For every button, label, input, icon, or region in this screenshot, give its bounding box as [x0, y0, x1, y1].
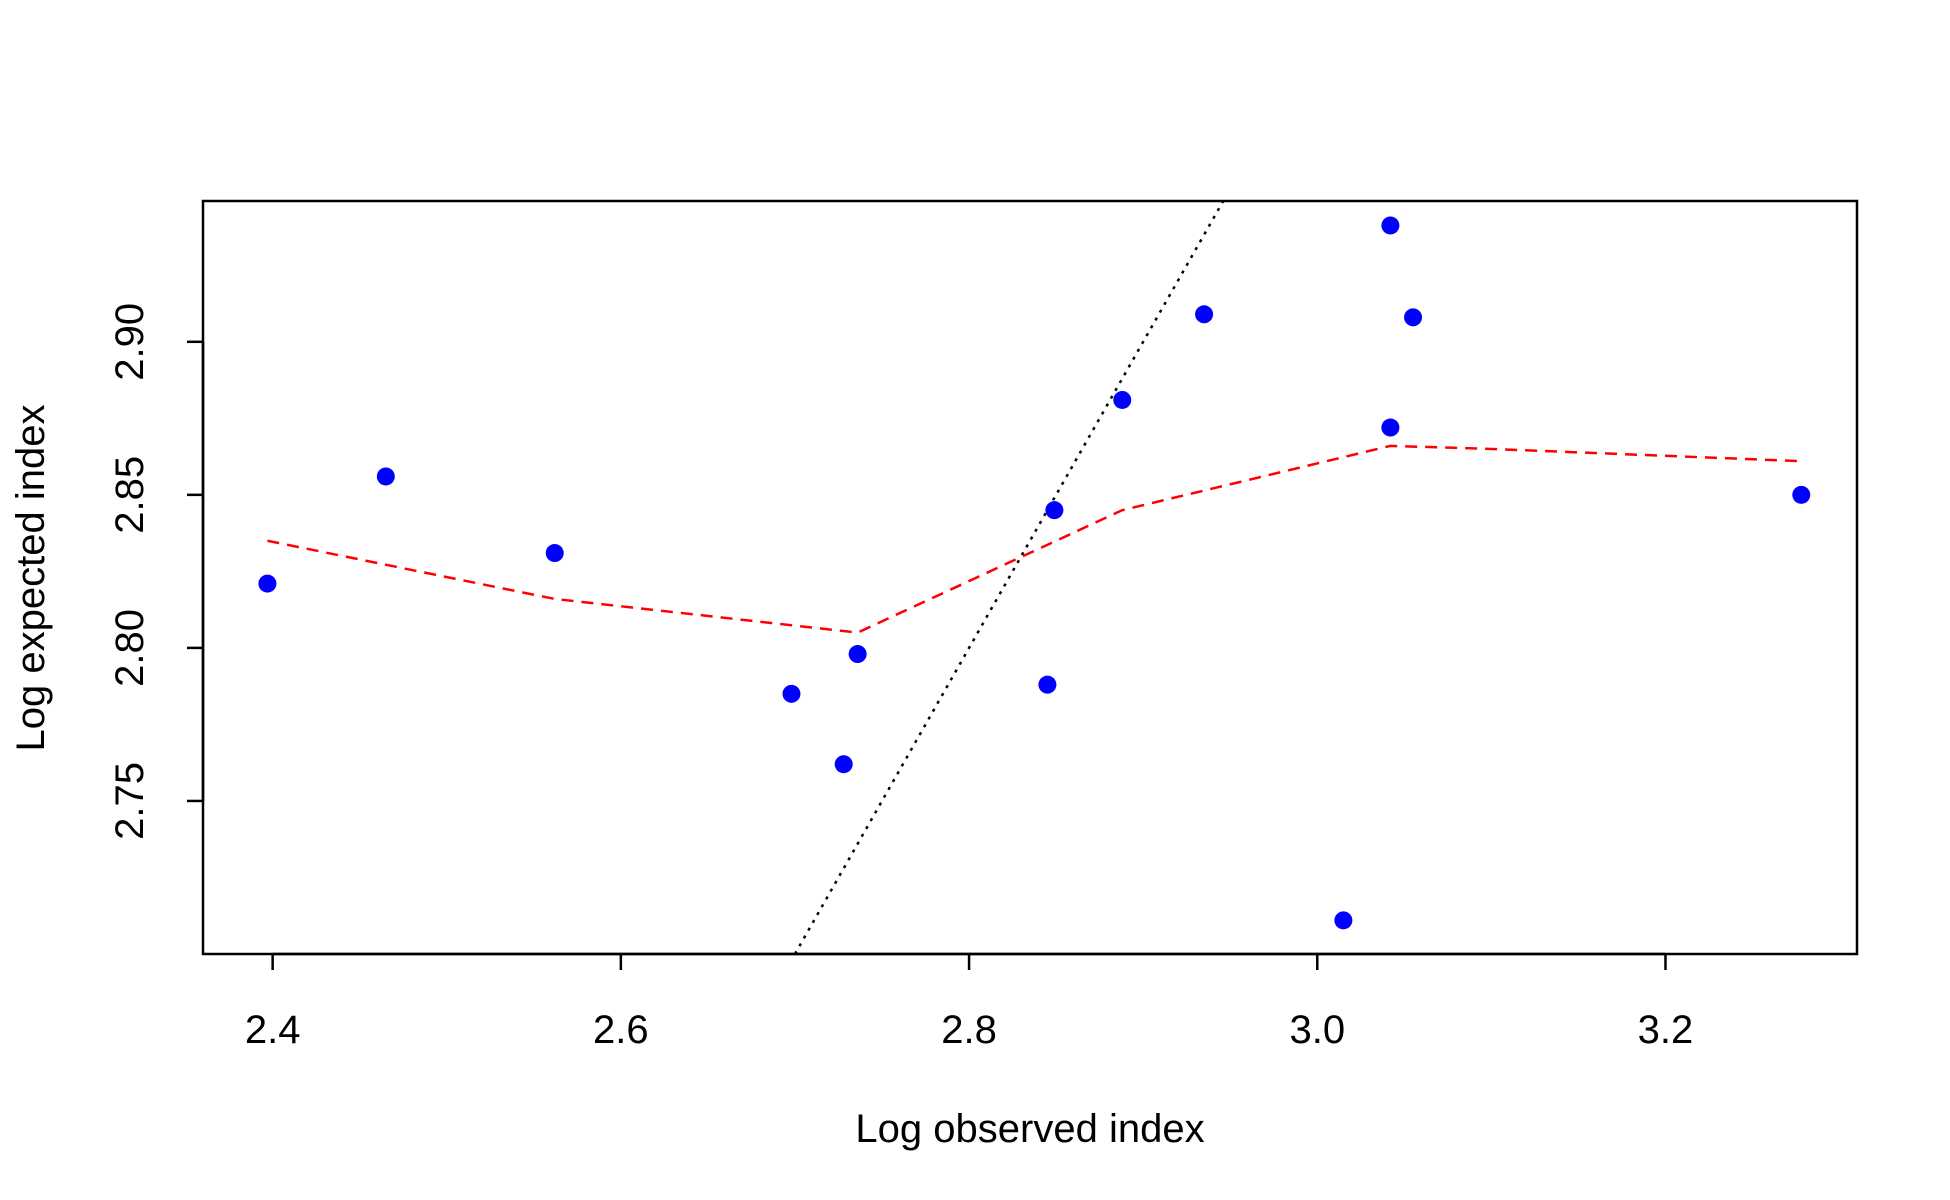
- y-axis: 2.75 2.80 2.85 2.90: [108, 303, 205, 840]
- data-point: [1404, 308, 1423, 327]
- data-point: [258, 574, 277, 593]
- data-point: [1381, 216, 1400, 235]
- data-point: [1195, 305, 1214, 324]
- data-point: [1045, 501, 1064, 520]
- lines-layer: [267, 201, 1802, 954]
- data-point: [1113, 390, 1132, 409]
- x-axis-label: Log observed index: [855, 1107, 1204, 1151]
- data-point: [782, 684, 801, 703]
- x-tick-label: 3.0: [1289, 1008, 1345, 1052]
- smooth-line: [267, 444, 1802, 634]
- data-point: [834, 755, 853, 774]
- y-tick-label: 2.80: [108, 609, 152, 687]
- data-point: [848, 645, 867, 664]
- y-axis-label: Log expected index: [9, 405, 53, 752]
- y-tick-label: 2.85: [108, 456, 152, 534]
- data-point: [376, 467, 395, 486]
- x-tick-label: 3.2: [1638, 1008, 1694, 1052]
- data-point: [545, 544, 564, 563]
- x-tick-label: 2.4: [245, 1008, 301, 1052]
- identity-line: [793, 201, 1225, 954]
- x-tick-label: 2.8: [941, 1008, 997, 1052]
- x-tick-label: 2.6: [593, 1008, 649, 1052]
- data-point: [1334, 911, 1353, 930]
- points-layer: [258, 216, 1811, 930]
- y-tick-label: 2.90: [108, 303, 152, 381]
- data-point: [1038, 675, 1057, 694]
- data-point: [1381, 418, 1400, 437]
- x-axis: 2.4 2.6 2.8 3.0 3.2: [245, 952, 1694, 1052]
- y-tick-label: 2.75: [108, 762, 152, 840]
- data-point: [1792, 485, 1811, 504]
